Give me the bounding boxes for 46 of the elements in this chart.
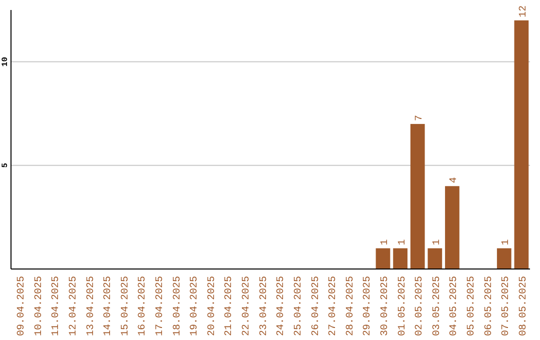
x-tick-label: 07.05.2025 — [501, 276, 512, 336]
x-tick-label: 26.04.2025 — [310, 276, 322, 336]
data-label: 4 — [449, 177, 460, 184]
x-tick-label: 29.04.2025 — [362, 276, 374, 336]
bar — [496, 248, 512, 269]
data-label: 1 — [397, 239, 408, 246]
x-tick-label: 15.04.2025 — [120, 276, 132, 336]
data-label: 7 — [414, 114, 426, 121]
bar — [514, 20, 529, 269]
x-tick-label: 19.04.2025 — [190, 276, 201, 336]
data-label: 1 — [380, 239, 391, 246]
x-tick-label: 11.04.2025 — [51, 276, 62, 336]
bar — [376, 248, 390, 269]
x-tick-label: 16.04.2025 — [138, 276, 149, 336]
x-tick-label: 05.05.2025 — [466, 276, 478, 336]
x-tick-label: 18.04.2025 — [172, 276, 184, 336]
x-tick-label: 20.04.2025 — [206, 276, 218, 336]
bar — [410, 124, 425, 269]
x-tick-label: 09.04.2025 — [16, 276, 28, 336]
x-tick-label: 14.04.2025 — [103, 276, 114, 336]
x-tick-label: 21.04.2025 — [224, 276, 236, 336]
x-tick-label: 17.04.2025 — [155, 276, 166, 336]
x-tick-label: 06.05.2025 — [484, 276, 495, 336]
x-tick-label: 28.04.2025 — [345, 276, 356, 336]
x-tick-label: 01.05.2025 — [397, 276, 408, 336]
x-tick-label: 23.04.2025 — [258, 276, 270, 336]
x-tick-label: 10.04.2025 — [34, 276, 45, 336]
bar — [445, 186, 460, 269]
data-label: 1 — [432, 239, 443, 246]
bar — [393, 248, 408, 269]
x-tick-label: 08.05.2025 — [518, 276, 530, 336]
data-label: 1 — [501, 239, 512, 246]
data-label: 12 — [518, 5, 530, 18]
x-tick-label: 02.05.2025 — [414, 276, 426, 336]
y-tick-label: 10 — [1, 56, 10, 67]
x-tick-label: 22.04.2025 — [242, 276, 253, 336]
x-tick-label: 24.04.2025 — [276, 276, 288, 336]
y-tick-label: 5 — [1, 162, 10, 168]
x-tick-label: 12.04.2025 — [68, 276, 80, 336]
bar — [428, 248, 442, 269]
x-tick-label: 03.05.2025 — [432, 276, 443, 336]
x-tick-label: 13.04.2025 — [86, 276, 97, 336]
x-tick-label: 30.04.2025 — [380, 276, 391, 336]
x-tick-label: 04.05.2025 — [449, 276, 460, 336]
x-tick-label: 25.04.2025 — [293, 276, 304, 336]
x-tick-label: 27.04.2025 — [328, 276, 340, 336]
